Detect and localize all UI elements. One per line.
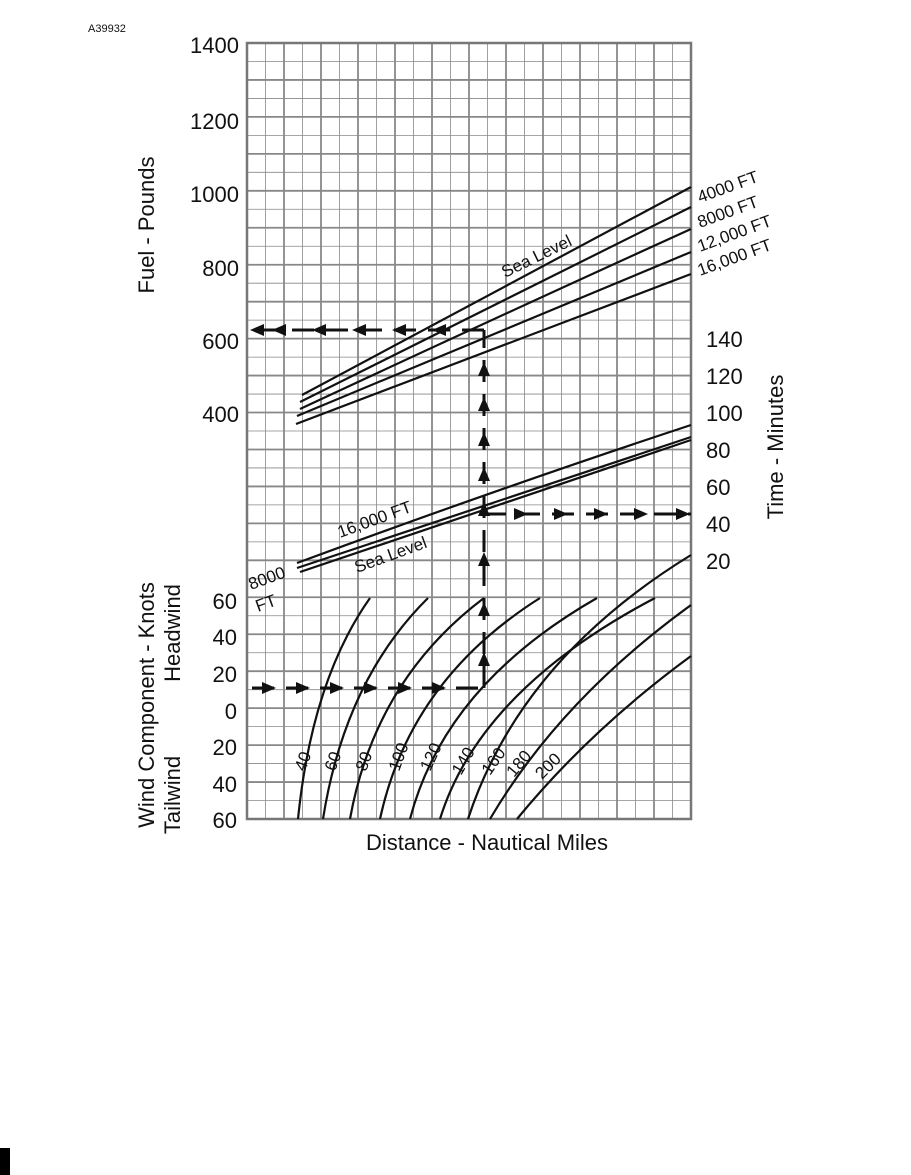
arrowhead — [478, 502, 490, 516]
distance-curve — [296, 597, 371, 820]
arrowhead — [364, 682, 378, 694]
fuel-curve — [301, 186, 692, 396]
wind-tick: 40 — [213, 625, 237, 650]
arrowhead — [312, 324, 326, 336]
time-curve — [299, 438, 692, 574]
distance-curve — [489, 604, 692, 820]
wind-tick: 20 — [213, 662, 237, 687]
arrowhead — [478, 432, 490, 446]
time-tick: 40 — [706, 512, 730, 537]
fuel-curve — [299, 227, 692, 410]
arrowhead — [398, 682, 412, 694]
curve-label: 80 — [352, 749, 376, 773]
arrowhead — [262, 682, 276, 694]
curve-label: 160 — [478, 744, 510, 778]
time-tick: 120 — [706, 364, 743, 389]
arrowhead — [676, 508, 690, 520]
arrowhead — [432, 324, 446, 336]
curve-label: 60 — [321, 749, 345, 773]
wind-tick: 0 — [225, 699, 237, 724]
curve-label: 200 — [531, 749, 564, 782]
distance-curve — [466, 554, 692, 820]
curve-label: FT — [253, 591, 279, 616]
fuel-curve — [299, 206, 692, 403]
fuel-curves — [295, 186, 692, 426]
headwind-label: Headwind — [160, 584, 185, 682]
time-tick: 100 — [706, 401, 743, 426]
time-tick: 80 — [706, 438, 730, 463]
curve-label: 180 — [503, 747, 536, 781]
wind-tick: 60 — [213, 589, 237, 614]
wind-tick: 60 — [213, 808, 237, 833]
arrowhead — [478, 467, 490, 481]
arrowhead — [478, 552, 490, 566]
time-tick: 60 — [706, 475, 730, 500]
distance-curve — [348, 597, 485, 820]
fuel-curve — [295, 272, 692, 426]
arrowhead — [478, 362, 490, 376]
figure-id: A39932 — [88, 23, 126, 35]
arrowhead — [250, 324, 264, 336]
distance-curve — [321, 597, 429, 820]
time-tick: 140 — [706, 327, 743, 352]
corner-mark — [0, 1148, 10, 1175]
fuel-tick: 600 — [202, 329, 239, 354]
fuel-tick: 1400 — [190, 33, 239, 58]
arrowhead — [392, 324, 406, 336]
tailwind-label: Tailwind — [160, 756, 185, 834]
fuel-tick: 1200 — [190, 109, 239, 134]
distance-curve — [516, 655, 692, 820]
wind-tick: 20 — [213, 735, 237, 760]
time-axis-label: Time - Minutes — [763, 375, 788, 520]
fuel-axis-label: Fuel - Pounds — [134, 157, 159, 294]
time-curves — [296, 423, 692, 574]
arrowhead — [432, 682, 446, 694]
arrowhead — [634, 508, 648, 520]
arrowhead — [272, 324, 286, 336]
wind-tick: 40 — [213, 772, 237, 797]
wind-axis-label: Wind Component - Knots — [134, 582, 159, 828]
arrowhead — [478, 652, 490, 666]
time-tick: 20 — [706, 549, 730, 574]
time-curve — [296, 435, 692, 570]
arrowhead — [478, 602, 490, 616]
time-curve — [296, 423, 692, 565]
arrowhead — [352, 324, 366, 336]
curve-label: 8000 — [246, 563, 288, 594]
fuel-curve — [296, 250, 692, 418]
arrowhead — [478, 397, 490, 411]
distance-curve — [408, 597, 598, 820]
fuel-ticks: 1400 1200 1000 800 600 400 — [190, 33, 239, 427]
distance-curve — [438, 597, 656, 820]
fuel-tick: 400 — [202, 402, 239, 427]
arrowhead — [554, 508, 568, 520]
distance-curves — [296, 554, 692, 820]
time-ticks: 140 120 100 80 60 40 20 — [706, 327, 743, 574]
wind-ticks: 60 40 20 0 20 40 60 — [213, 589, 237, 833]
distance-curve — [378, 597, 541, 820]
fuel-tick: 800 — [202, 256, 239, 281]
fuel-tick: 1000 — [190, 182, 239, 207]
arrowhead — [514, 508, 528, 520]
x-axis-label: Distance - Nautical Miles — [366, 830, 608, 855]
axis-labels: Fuel - Pounds Time - Minutes Wind Compon… — [134, 157, 788, 855]
arrowhead — [594, 508, 608, 520]
curve-label: 40 — [291, 749, 315, 773]
arrowheads — [250, 324, 690, 694]
arrowhead — [330, 682, 344, 694]
arrowhead — [296, 682, 310, 694]
